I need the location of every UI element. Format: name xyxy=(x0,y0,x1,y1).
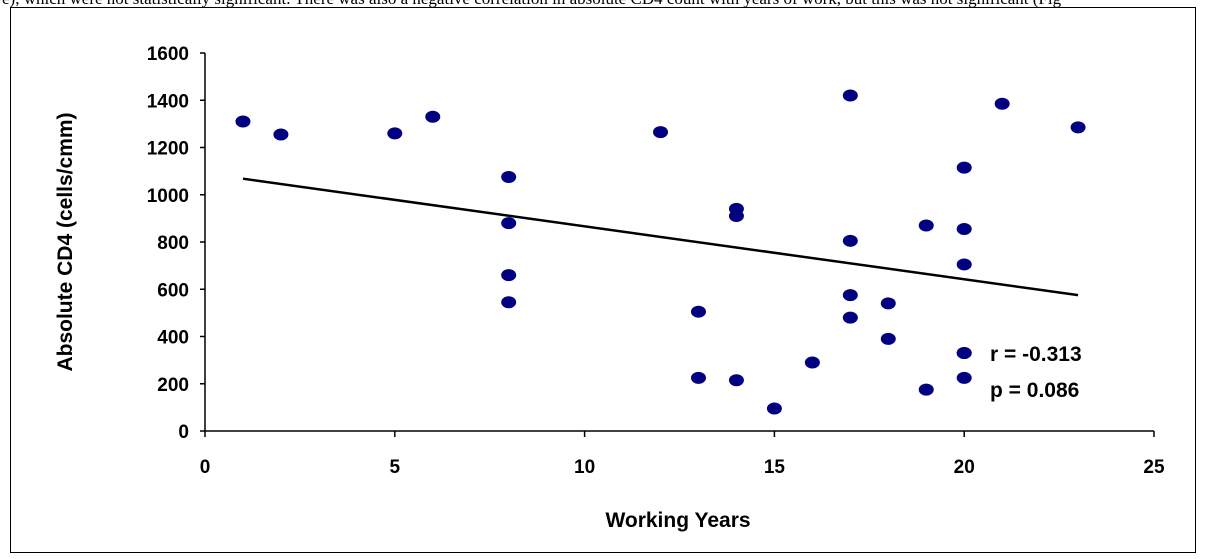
x-tick-label: 10 xyxy=(574,457,595,478)
x-tick-label: 5 xyxy=(390,457,401,478)
data-point xyxy=(273,128,289,141)
y-tick-label: 1400 xyxy=(147,91,189,112)
x-tick-label: 0 xyxy=(200,457,211,478)
data-point xyxy=(994,97,1010,110)
chart-frame xyxy=(10,7,1196,553)
data-point xyxy=(501,269,517,282)
r-value-annotation: r = -0.313 xyxy=(990,343,1082,366)
y-tick-label: 1000 xyxy=(147,186,189,207)
data-point xyxy=(842,234,858,247)
trendline xyxy=(242,177,1079,297)
data-point xyxy=(956,161,972,174)
data-point xyxy=(956,258,972,271)
y-axis-title: Absolute CD4 (cells/cmm) xyxy=(54,112,77,371)
cropped-caption-text: e), which were not statistically signifi… xyxy=(2,0,1202,9)
data-point xyxy=(690,371,706,384)
data-point xyxy=(842,311,858,324)
data-point xyxy=(235,115,251,128)
data-point xyxy=(690,305,706,318)
data-point xyxy=(918,219,934,232)
p-value-annotation: p = 0.086 xyxy=(990,379,1079,402)
data-point xyxy=(842,289,858,302)
data-points-group xyxy=(235,89,1086,415)
axes-group: 0 200 400 600 800 1000 1200 1400 1600 0 5 10 15 20 25 xyxy=(147,44,1165,478)
y-tick-label: 600 xyxy=(157,280,189,301)
data-point xyxy=(1070,121,1086,134)
data-point xyxy=(956,223,972,236)
trendline-group xyxy=(242,177,1079,297)
data-point xyxy=(425,110,441,123)
data-point xyxy=(653,126,669,139)
data-point xyxy=(842,89,858,102)
data-point xyxy=(728,374,744,387)
y-tick-label: 1600 xyxy=(147,44,189,65)
data-point xyxy=(766,402,782,415)
x-tick-label: 15 xyxy=(764,457,786,478)
data-point xyxy=(956,347,972,360)
data-point xyxy=(728,210,744,223)
y-tick-label: 800 xyxy=(157,233,189,254)
data-point xyxy=(501,171,517,184)
data-point xyxy=(880,297,896,310)
y-tick-label: 400 xyxy=(157,328,189,349)
data-point xyxy=(956,371,972,384)
x-tick-label: 20 xyxy=(954,457,975,478)
data-point xyxy=(501,217,517,230)
data-point xyxy=(880,332,896,345)
data-point xyxy=(804,356,820,369)
x-axis-title: Working Years xyxy=(605,509,750,532)
data-point xyxy=(501,296,517,309)
y-tick-label: 200 xyxy=(157,375,189,396)
data-point xyxy=(918,383,934,396)
data-point xyxy=(387,127,403,140)
y-tick-label: 0 xyxy=(178,422,189,443)
x-tick-label: 25 xyxy=(1143,457,1165,478)
y-tick-label: 1200 xyxy=(147,139,189,160)
